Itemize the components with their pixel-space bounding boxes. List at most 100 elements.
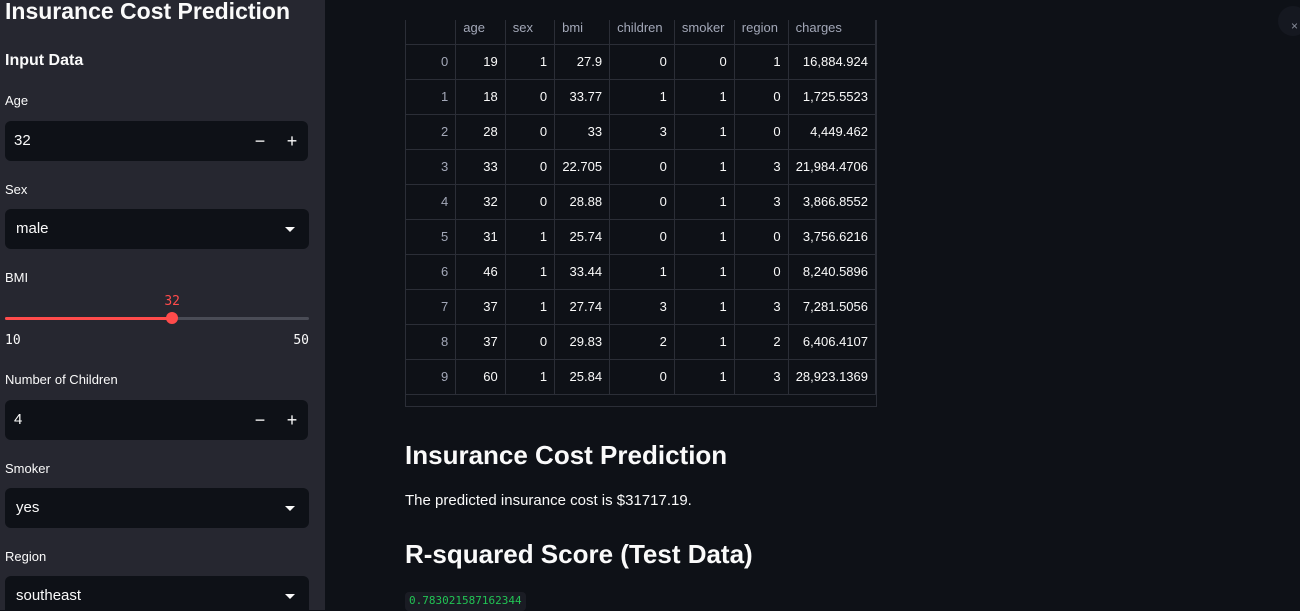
table-cell[interactable]: 33 <box>554 114 611 150</box>
table-cell[interactable]: 0 <box>505 184 556 220</box>
row-index-cell[interactable]: 2 <box>406 114 457 150</box>
table-cell[interactable]: 27.9 <box>554 44 611 80</box>
table-row[interactable]: 4 32 0 28.88 0 1 3 3,866.8552 <box>406 184 876 220</box>
table-row[interactable]: 3 33 0 22.705 0 1 3 21,984.4706 <box>406 149 876 185</box>
table-cell[interactable]: 4,449.462 <box>788 114 876 150</box>
table-cell[interactable]: 25.84 <box>554 359 611 395</box>
table-cell[interactable]: 1,725.5523 <box>788 79 876 115</box>
bmi-slider-thumb[interactable] <box>166 312 179 324</box>
table-cell[interactable]: 0 <box>734 219 789 255</box>
table-cell[interactable]: 0 <box>734 114 789 150</box>
table-cell[interactable]: 1 <box>609 254 675 290</box>
table-cell[interactable]: 28 <box>455 114 506 150</box>
children-decrement-button[interactable]: − <box>254 410 266 430</box>
smoker-select[interactable]: yes <box>5 488 309 528</box>
table-cell[interactable]: 0 <box>505 114 556 150</box>
table-cell[interactable]: 6,406.4107 <box>788 324 876 360</box>
row-index-cell[interactable]: 0 <box>406 44 457 80</box>
sex-select[interactable]: male <box>5 209 309 249</box>
column-header[interactable]: region <box>734 20 789 45</box>
table-cell[interactable]: 1 <box>674 114 735 150</box>
children-number-input[interactable]: 4 − + <box>5 400 308 440</box>
table-cell[interactable]: 22.705 <box>554 149 611 185</box>
table-cell[interactable]: 1 <box>505 289 556 325</box>
toolbar-button[interactable] <box>1278 6 1300 36</box>
table-cell[interactable]: 46 <box>455 254 506 290</box>
table-cell[interactable]: 19 <box>455 44 506 80</box>
table-cell[interactable]: 1 <box>609 79 675 115</box>
age-number-input[interactable]: 32 − + <box>5 121 308 161</box>
table-cell[interactable]: 0 <box>505 149 556 185</box>
table-cell[interactable]: 33 <box>455 149 506 185</box>
row-index-cell[interactable]: 9 <box>406 359 457 395</box>
table-cell[interactable]: 0 <box>609 359 675 395</box>
table-row[interactable]: 8 37 0 29.83 2 1 2 6,406.4107 <box>406 324 876 360</box>
table-cell[interactable]: 1 <box>674 359 735 395</box>
row-index-cell[interactable]: 7 <box>406 289 457 325</box>
table-cell[interactable]: 3 <box>609 289 675 325</box>
row-index-cell[interactable]: 6 <box>406 254 457 290</box>
row-index-cell[interactable]: 1 <box>406 79 457 115</box>
table-cell[interactable]: 8,240.5896 <box>788 254 876 290</box>
table-cell[interactable]: 60 <box>455 359 506 395</box>
table-cell[interactable]: 27.74 <box>554 289 611 325</box>
table-row[interactable]: 7 37 1 27.74 3 1 3 7,281.5056 <box>406 289 876 325</box>
column-header[interactable]: charges <box>788 20 876 45</box>
children-increment-button[interactable]: + <box>286 410 298 430</box>
data-table[interactable]: age sex bmi children smoker region charg… <box>405 20 877 407</box>
table-cell[interactable]: 0 <box>609 149 675 185</box>
table-cell[interactable]: 0 <box>734 254 789 290</box>
table-cell[interactable]: 0 <box>674 44 735 80</box>
table-cell[interactable]: 3 <box>734 149 789 185</box>
table-cell[interactable]: 21,984.4706 <box>788 149 876 185</box>
table-cell[interactable]: 0 <box>609 219 675 255</box>
table-row[interactable]: 5 31 1 25.74 0 1 0 3,756.6216 <box>406 219 876 255</box>
table-row[interactable]: 0 19 1 27.9 0 0 1 16,884.924 <box>406 44 876 80</box>
table-cell[interactable]: 33.44 <box>554 254 611 290</box>
table-cell[interactable]: 33.77 <box>554 79 611 115</box>
table-cell[interactable]: 1 <box>674 79 735 115</box>
column-header[interactable]: bmi <box>554 20 611 45</box>
row-index-cell[interactable]: 8 <box>406 324 457 360</box>
age-decrement-button[interactable]: − <box>254 131 266 151</box>
column-header[interactable]: smoker <box>674 20 735 45</box>
table-row[interactable]: 6 46 1 33.44 1 1 0 8,240.5896 <box>406 254 876 290</box>
table-cell[interactable]: 1 <box>505 254 556 290</box>
table-cell[interactable]: 7,281.5056 <box>788 289 876 325</box>
table-cell[interactable]: 1 <box>505 44 556 80</box>
table-cell[interactable]: 0 <box>505 79 556 115</box>
table-row[interactable]: 1 18 0 33.77 1 1 0 1,725.5523 <box>406 79 876 115</box>
table-cell[interactable]: 0 <box>734 79 789 115</box>
table-cell[interactable]: 3,866.8552 <box>788 184 876 220</box>
table-cell[interactable]: 16,884.924 <box>788 44 876 80</box>
bmi-slider[interactable] <box>5 312 309 324</box>
table-cell[interactable]: 25.74 <box>554 219 611 255</box>
region-select[interactable]: southeast <box>5 576 309 610</box>
column-header[interactable]: children <box>609 20 675 45</box>
table-cell[interactable]: 1 <box>674 289 735 325</box>
table-cell[interactable]: 28.88 <box>554 184 611 220</box>
table-cell[interactable]: 1 <box>734 44 789 80</box>
age-value[interactable]: 32 <box>14 132 31 149</box>
row-index-cell[interactable]: 3 <box>406 149 457 185</box>
column-header[interactable]: age <box>455 20 506 45</box>
table-cell[interactable]: 1 <box>674 149 735 185</box>
table-cell[interactable]: 0 <box>609 44 675 80</box>
column-header[interactable]: sex <box>505 20 556 45</box>
table-cell[interactable]: 1 <box>674 184 735 220</box>
table-cell[interactable]: 2 <box>734 324 789 360</box>
table-cell[interactable]: 28,923.1369 <box>788 359 876 395</box>
table-cell[interactable]: 0 <box>609 184 675 220</box>
table-cell[interactable]: 1 <box>505 359 556 395</box>
table-cell[interactable]: 3 <box>734 359 789 395</box>
table-cell[interactable]: 1 <box>674 254 735 290</box>
table-cell[interactable]: 3 <box>734 289 789 325</box>
table-cell[interactable]: 3 <box>734 184 789 220</box>
table-cell[interactable]: 29.83 <box>554 324 611 360</box>
column-header[interactable] <box>406 20 457 45</box>
table-cell[interactable]: 1 <box>674 324 735 360</box>
table-cell[interactable]: 37 <box>455 289 506 325</box>
table-cell[interactable]: 18 <box>455 79 506 115</box>
table-cell[interactable]: 3 <box>609 114 675 150</box>
table-cell[interactable]: 32 <box>455 184 506 220</box>
